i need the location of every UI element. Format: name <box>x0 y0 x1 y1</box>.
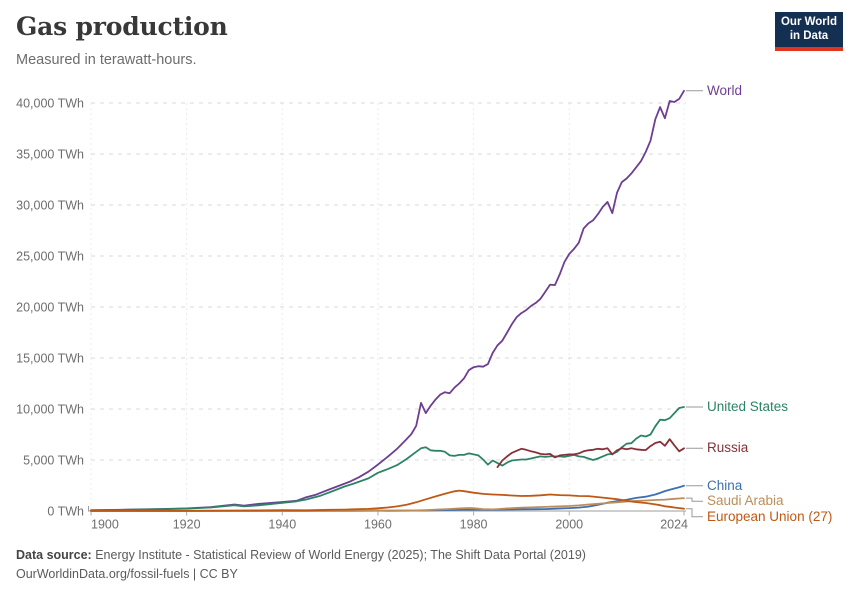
series-line-european-union-27[interactable] <box>90 489 685 512</box>
y-tick-label: 30,000 TWh <box>16 199 84 213</box>
footer-link-line[interactable]: OurWorldinData.org/fossil-fuels | CC BY <box>16 567 238 581</box>
legend-label-saudi-arabia[interactable]: Saudi Arabia <box>707 493 784 509</box>
series-line-russia[interactable] <box>496 438 685 468</box>
owid-logo-line2: in Data <box>789 30 829 42</box>
owid-logo[interactable]: Our World in Data <box>775 12 843 51</box>
y-tick-label: 35,000 TWh <box>16 148 84 162</box>
legend-label-world[interactable]: World <box>707 82 743 98</box>
x-tick-label: 2000 <box>555 518 583 532</box>
data-source-line: Data source: Energy Institute - Statisti… <box>16 546 586 565</box>
x-tick-label: 1960 <box>364 518 392 532</box>
y-tick-label: 25,000 TWh <box>16 250 84 264</box>
y-tick-label: 20,000 TWh <box>16 301 84 315</box>
legend-label-china[interactable]: China <box>707 477 743 493</box>
series-line-world[interactable] <box>90 89 685 512</box>
legend-label-russia[interactable]: Russia <box>707 440 749 456</box>
legend-connector-european-union-27 <box>686 508 703 518</box>
x-tick-label: 1920 <box>173 518 201 532</box>
data-source-text: Energy Institute - Statistical Review of… <box>91 548 586 562</box>
y-tick-label: 15,000 TWh <box>16 352 84 366</box>
y-tick-label: 0 TWh <box>47 505 84 519</box>
x-tick-label: 1940 <box>268 518 296 532</box>
page-subtitle: Measured in terawatt-hours. <box>16 52 197 68</box>
page-title: Gas production <box>16 12 228 41</box>
x-tick-label: 2024 <box>660 518 688 532</box>
series-line-united-states[interactable] <box>90 406 685 512</box>
legend-label-united-states[interactable]: United States <box>707 398 789 414</box>
legend-connector-saudi-arabia <box>686 497 703 502</box>
legend-label-european-union-27[interactable]: European Union (27) <box>707 508 833 524</box>
y-tick-label: 5,000 TWh <box>23 454 84 468</box>
data-source-label: Data source: <box>16 548 92 562</box>
x-tick-label: 1900 <box>91 518 119 532</box>
x-tick-label: 1980 <box>460 518 488 532</box>
owid-logo-line1: Our World <box>780 16 837 28</box>
footer: Data source: Energy Institute - Statisti… <box>16 546 586 584</box>
y-tick-label: 10,000 TWh <box>16 403 84 417</box>
y-tick-label: 40,000 TWh <box>16 97 84 111</box>
